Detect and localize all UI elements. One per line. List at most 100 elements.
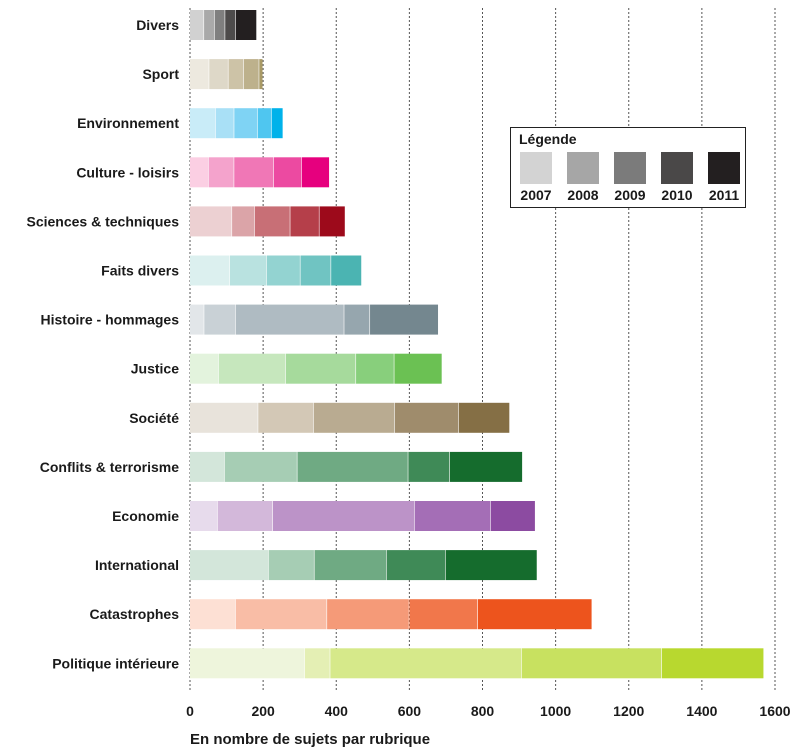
bar-segment xyxy=(243,59,259,90)
bar-segment xyxy=(254,206,290,237)
bar-segment xyxy=(215,108,234,139)
category-label: Sciences & techniques xyxy=(26,213,179,229)
bar-segment xyxy=(477,599,592,630)
legend-item: 2009 xyxy=(611,152,649,203)
category-label: Economie xyxy=(112,508,179,524)
bar-segment xyxy=(190,451,225,482)
bar-segment xyxy=(190,648,305,679)
bar-segment xyxy=(208,157,234,188)
bar-segment xyxy=(190,304,204,335)
x-tick-label: 1000 xyxy=(540,703,571,719)
bar-segment xyxy=(445,550,537,581)
legend-title: Légende xyxy=(519,131,577,147)
bar-segment xyxy=(285,353,356,384)
x-tick-label: 800 xyxy=(471,703,495,719)
x-tick-label: 0 xyxy=(186,703,194,719)
bar-segment xyxy=(449,451,523,482)
category-label: Justice xyxy=(131,361,179,377)
bar-segment xyxy=(190,157,209,188)
category-labels: Divers Sport Environnement Culture - loisir… xyxy=(26,17,179,671)
bar-segment xyxy=(331,255,362,286)
bar-segment xyxy=(386,550,445,581)
legend-swatch xyxy=(661,152,693,184)
bar-segment xyxy=(521,648,662,679)
bar-segment xyxy=(394,353,442,384)
bar-segment xyxy=(661,648,764,679)
bar-segment xyxy=(327,599,409,630)
x-axis-label: En nombre de sujets par rubrique xyxy=(190,731,430,748)
bar-segment xyxy=(235,304,344,335)
bar-segment xyxy=(344,304,370,335)
x-tick-label: 400 xyxy=(325,703,349,719)
bars xyxy=(190,10,764,679)
bar-segment xyxy=(458,402,510,433)
bar-segment xyxy=(370,304,439,335)
category-label: International xyxy=(95,557,179,573)
bar-segment xyxy=(190,206,232,237)
bar-segment xyxy=(228,59,244,90)
bar-segment xyxy=(234,108,257,139)
bar-segment xyxy=(217,501,273,531)
category-label: Conflits & terrorisme xyxy=(40,459,179,475)
bar-segment xyxy=(297,451,408,482)
bar-segment xyxy=(190,353,219,384)
bar-segment xyxy=(190,599,236,630)
bar-segment xyxy=(273,157,302,188)
bar-segment xyxy=(190,550,269,581)
legend-year: 2011 xyxy=(708,187,740,203)
bar-segment xyxy=(224,451,297,482)
bar-segment xyxy=(225,10,236,40)
bar-segment xyxy=(258,402,314,433)
category-label: Catastrophes xyxy=(90,606,180,622)
bar-segment xyxy=(257,108,271,139)
bar-segment xyxy=(229,255,267,286)
x-tick-label: 1400 xyxy=(686,703,717,719)
bar-segment xyxy=(409,599,478,630)
bar-segment xyxy=(356,353,394,384)
x-tick-label: 1200 xyxy=(613,703,644,719)
bar-segment xyxy=(204,10,215,40)
bar-segment xyxy=(313,402,395,433)
bar-segment xyxy=(235,599,327,630)
bar-segment xyxy=(304,648,330,679)
category-label: Divers xyxy=(136,17,179,33)
legend-year: 2008 xyxy=(567,187,599,203)
bar-segment xyxy=(490,501,535,531)
category-label: Société xyxy=(129,410,179,426)
bar-segment xyxy=(190,501,218,531)
bar-segment xyxy=(271,108,283,139)
bar-segment xyxy=(272,501,414,531)
bar-segment xyxy=(268,550,314,581)
legend-item: 2008 xyxy=(564,152,602,203)
category-label: Histoire - hommages xyxy=(41,312,180,328)
bar-segment xyxy=(259,59,263,90)
legend-year: 2010 xyxy=(661,187,693,203)
bar-segment xyxy=(190,108,216,139)
bar-segment xyxy=(319,206,345,237)
legend-year: 2009 xyxy=(614,187,646,203)
legend-swatch xyxy=(708,152,740,184)
legend-item: 2010 xyxy=(658,152,696,203)
bar-segment xyxy=(190,59,209,90)
legend-year: 2007 xyxy=(520,187,552,203)
category-label: Politique intérieure xyxy=(52,655,179,671)
legend-swatch xyxy=(614,152,646,184)
x-tick-labels: 0 200 400 600 800 1000 1200 1400 1600 xyxy=(186,703,791,719)
bar-segment xyxy=(414,501,490,531)
x-tick-label: 200 xyxy=(251,703,275,719)
bar-segment xyxy=(190,402,258,433)
bar-segment xyxy=(408,451,450,482)
category-label: Culture - loisirs xyxy=(76,164,179,180)
bar-segment xyxy=(214,10,225,40)
bar-segment xyxy=(190,255,230,286)
category-label: Environnement xyxy=(77,115,179,131)
legend-item: 2011 xyxy=(705,152,743,203)
bar-segment xyxy=(300,255,331,286)
bar-segment xyxy=(218,353,286,384)
bar-segment xyxy=(234,157,274,188)
bar-segment xyxy=(290,206,319,237)
bar-segment xyxy=(209,59,228,90)
bar-segment xyxy=(232,206,255,237)
bar-segment xyxy=(301,157,330,188)
